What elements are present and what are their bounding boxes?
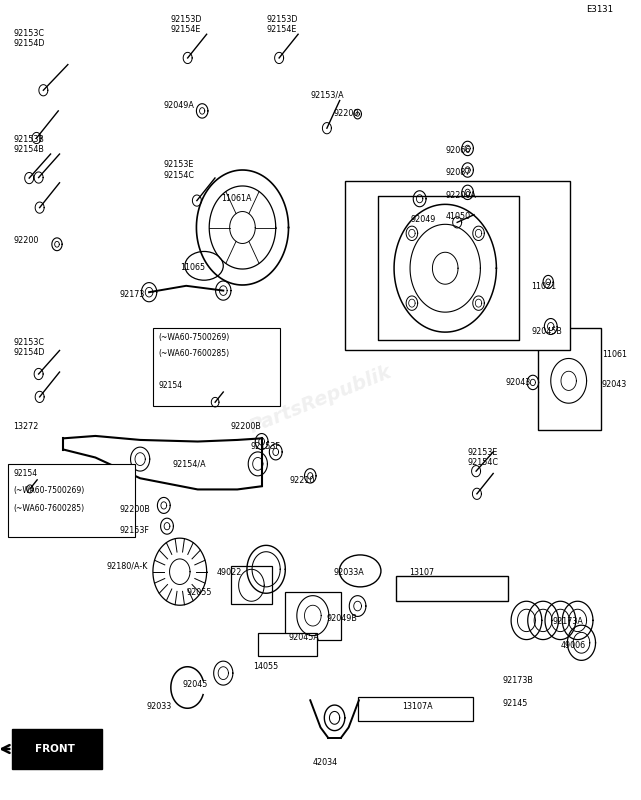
Text: 92049A: 92049A (164, 101, 195, 110)
Text: 92066: 92066 (445, 146, 470, 155)
Text: 92049B: 92049B (327, 614, 358, 623)
FancyArrowPatch shape (2, 745, 10, 753)
Text: 92173A: 92173A (552, 618, 583, 626)
Bar (345, 181, 570, 350)
Text: 92200B: 92200B (231, 422, 262, 431)
Text: 13107: 13107 (409, 568, 434, 577)
Text: 92045A: 92045A (288, 633, 319, 642)
Bar (285, 592, 341, 639)
Text: 11021: 11021 (531, 282, 556, 291)
Bar (396, 576, 508, 602)
Text: 13107A: 13107A (403, 702, 433, 711)
Text: 92154/A: 92154/A (172, 460, 206, 469)
Text: 92153F: 92153F (250, 442, 280, 451)
Bar (258, 633, 317, 655)
Bar (538, 328, 601, 430)
Text: 92045B: 92045B (531, 326, 562, 335)
Text: 92045: 92045 (183, 679, 208, 689)
Text: 92033A: 92033A (333, 568, 364, 577)
Text: 92153D
92154E: 92153D 92154E (266, 15, 297, 34)
Text: (~WA60-7600285): (~WA60-7600285) (158, 349, 229, 358)
Text: 11061A: 11061A (221, 194, 252, 203)
Text: 92200: 92200 (333, 110, 359, 118)
Text: PartsRepublik: PartsRepublik (246, 362, 395, 438)
Text: 92200B: 92200B (119, 506, 150, 514)
Bar (12, 729, 102, 769)
Text: 92033: 92033 (147, 702, 172, 711)
Text: 92154: 92154 (13, 469, 38, 478)
Text: 92173B: 92173B (503, 675, 534, 685)
Text: 92153C
92154D: 92153C 92154D (13, 29, 45, 48)
Text: (~WA60-7500269): (~WA60-7500269) (13, 486, 85, 495)
Bar (358, 697, 472, 721)
Text: (~WA60-7600285): (~WA60-7600285) (13, 504, 85, 513)
Bar (231, 566, 272, 605)
Text: 92153E
92154C: 92153E 92154C (164, 161, 195, 180)
Text: 92210: 92210 (290, 476, 315, 485)
Text: 92055: 92055 (186, 588, 212, 597)
Text: 92153F: 92153F (119, 526, 149, 535)
Bar (378, 196, 519, 340)
Text: 14055: 14055 (253, 662, 279, 671)
Bar (153, 328, 279, 406)
Text: 92049: 92049 (410, 214, 435, 224)
Text: E3131: E3131 (586, 5, 613, 14)
Text: 42034: 42034 (313, 758, 338, 766)
Text: 92153B
92154B: 92153B 92154B (13, 135, 44, 154)
Text: 92153E
92154C: 92153E 92154C (468, 448, 499, 467)
Text: 92153D
92154E: 92153D 92154E (171, 15, 202, 34)
Text: 13272: 13272 (13, 422, 39, 431)
Text: 92153C
92154D: 92153C 92154D (13, 338, 45, 357)
Text: 92200A: 92200A (445, 190, 476, 200)
Text: 49006: 49006 (560, 641, 585, 650)
Bar (8, 464, 135, 538)
Text: FRONT: FRONT (35, 744, 74, 754)
Text: 92200: 92200 (13, 236, 39, 246)
Text: 11061: 11061 (602, 350, 627, 359)
Text: 92043: 92043 (602, 380, 627, 389)
Text: 92153/A: 92153/A (311, 91, 344, 100)
Text: 92154: 92154 (158, 381, 182, 390)
Text: 92087: 92087 (445, 169, 470, 178)
Text: 92043: 92043 (506, 378, 531, 386)
Text: 41050: 41050 (445, 212, 470, 222)
Text: 92180/A-K: 92180/A-K (106, 562, 147, 570)
Text: 92173: 92173 (119, 290, 144, 298)
Text: 92145: 92145 (503, 699, 528, 709)
Text: (~WA60-7500269): (~WA60-7500269) (158, 333, 229, 342)
Text: 49022: 49022 (217, 568, 242, 577)
Text: 11065: 11065 (179, 262, 205, 272)
